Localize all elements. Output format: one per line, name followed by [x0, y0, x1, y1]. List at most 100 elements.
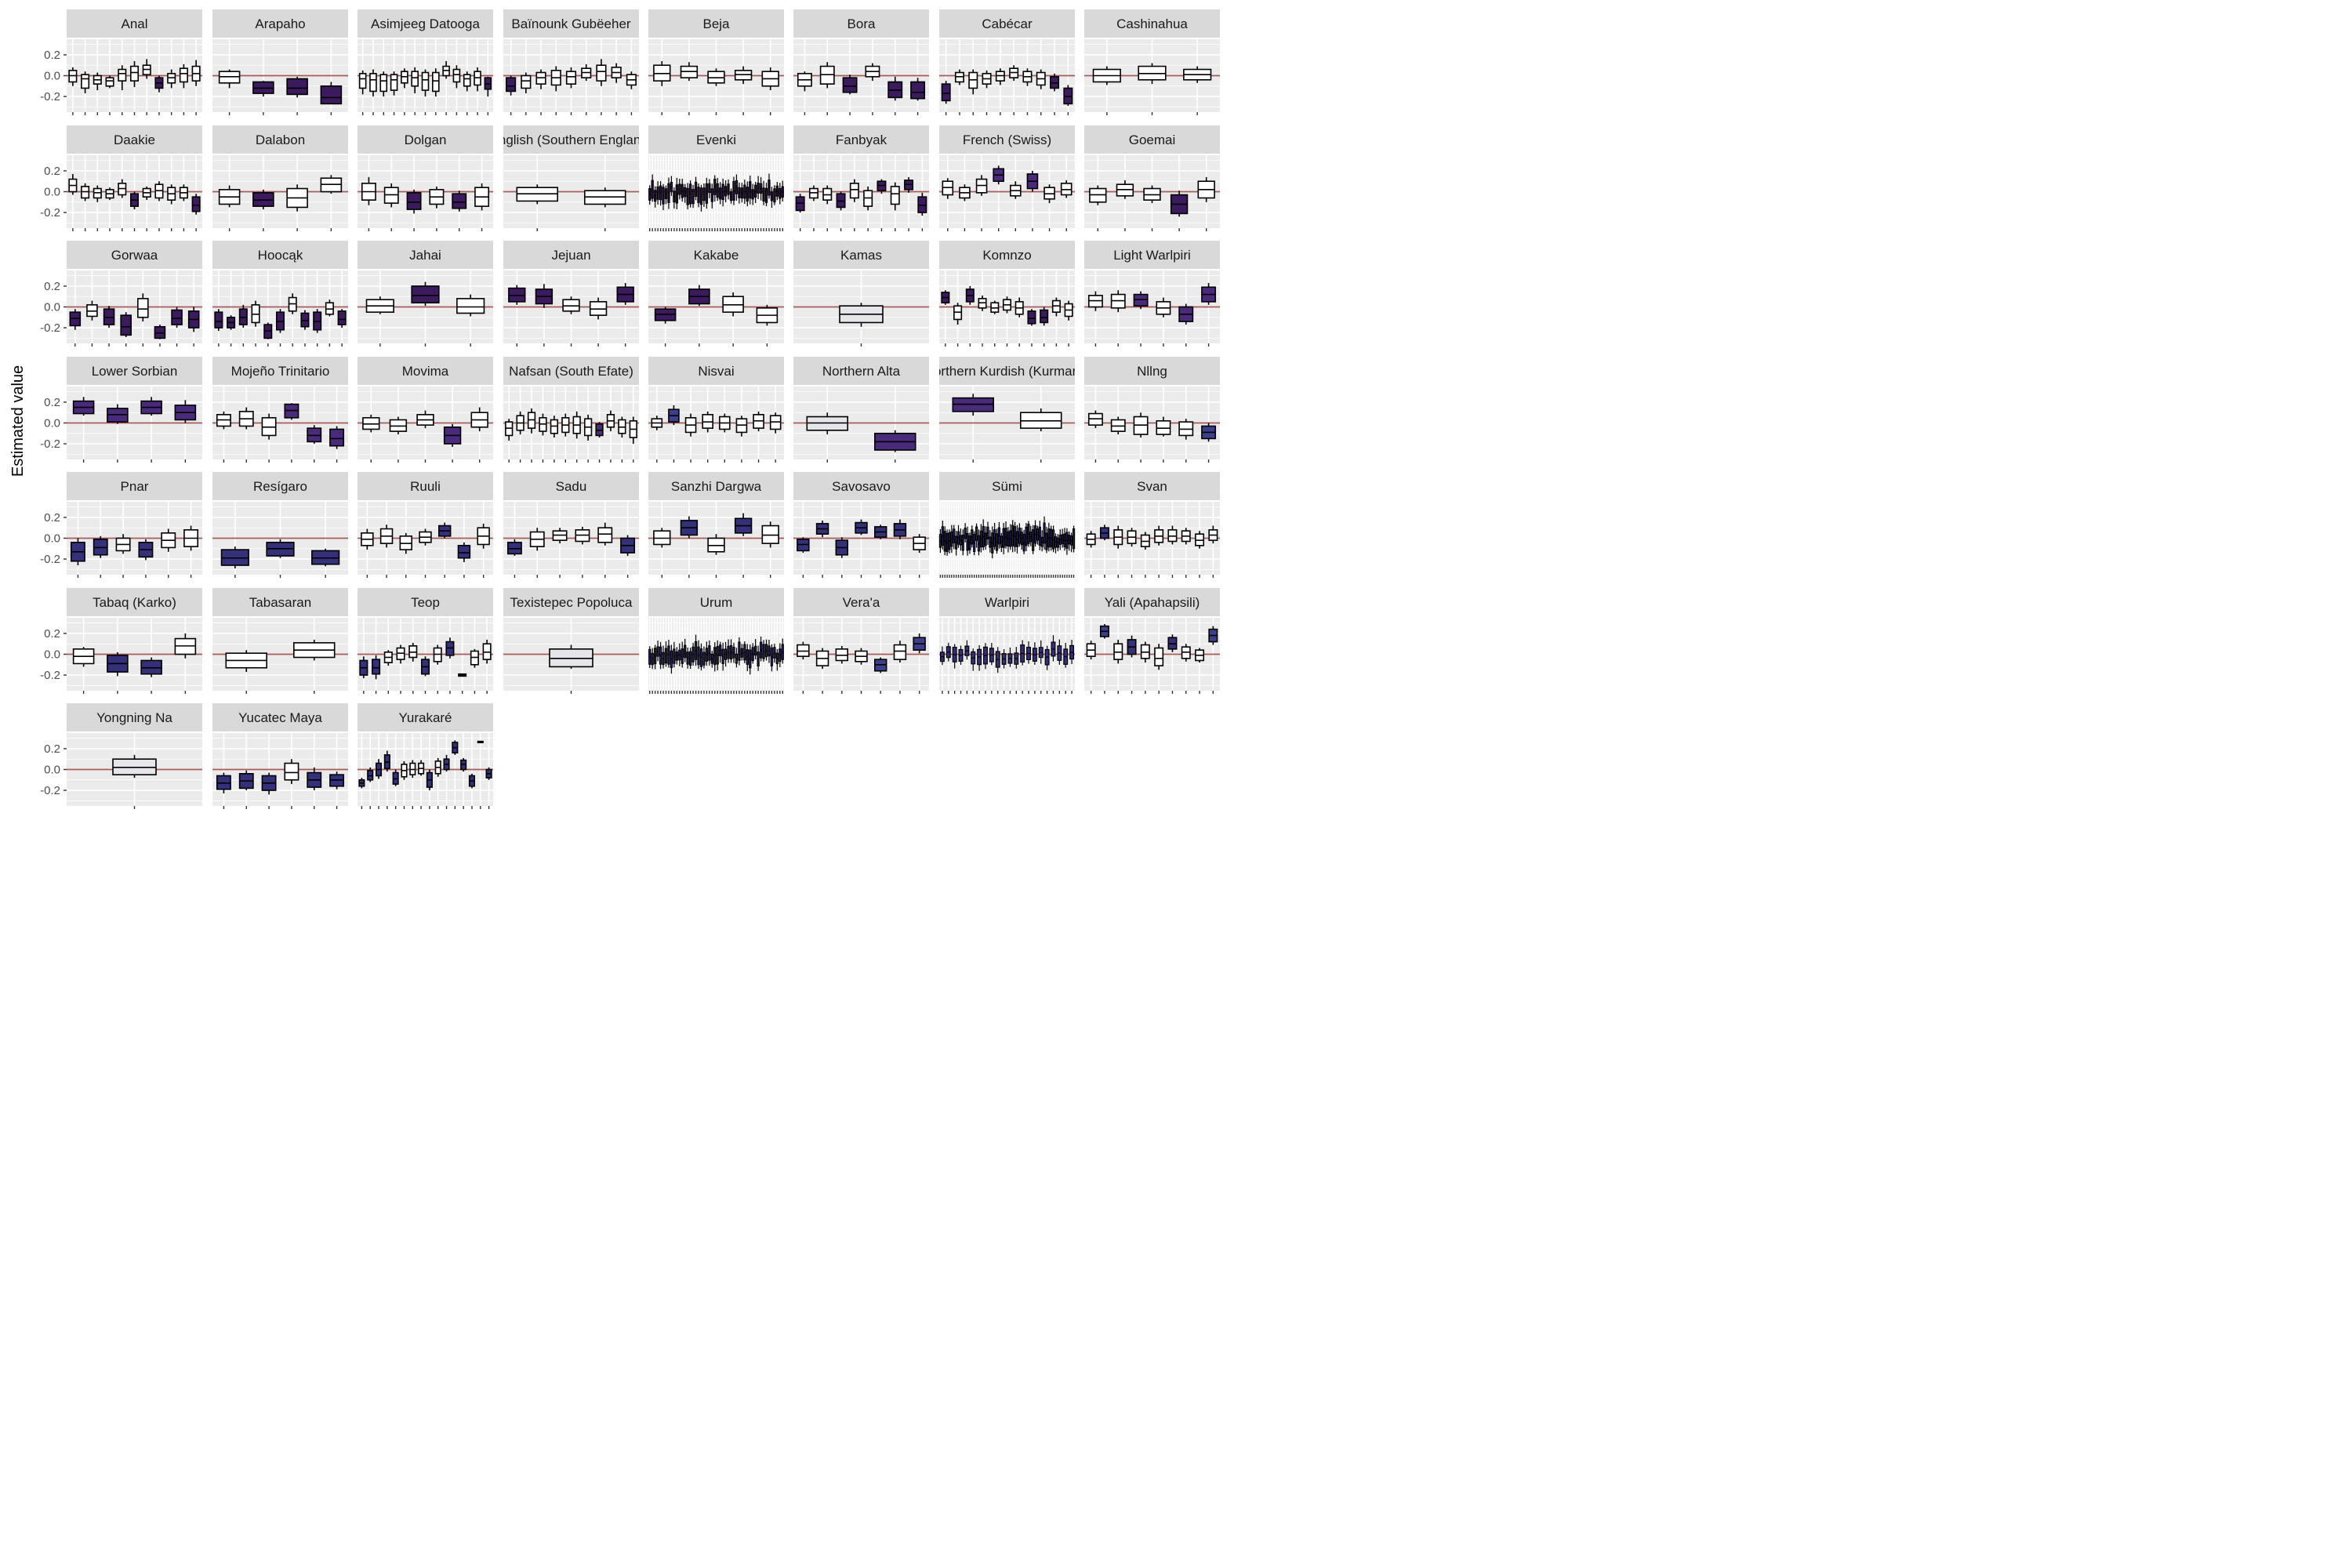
box-9 — [458, 673, 467, 677]
box-5 — [1197, 176, 1215, 202]
box-5 — [1010, 181, 1022, 199]
facet-panel-jejuan: Jejuan — [503, 241, 639, 347]
box-27 — [719, 182, 722, 205]
facet-strip — [503, 9, 639, 38]
facet-strip-label: Dolgan — [405, 132, 447, 147]
facet-panel-arapaho: Arapaho — [212, 9, 348, 115]
facet-strip — [67, 472, 202, 500]
y-tick-label: 0.0 — [44, 186, 60, 199]
box-2 — [93, 535, 108, 558]
box-1 — [69, 309, 82, 330]
box-7 — [142, 186, 151, 201]
box-54 — [1058, 529, 1062, 550]
box-1 — [797, 641, 810, 660]
facet-panel-english-southern-england: English (Southern England) — [503, 125, 639, 231]
facet-panel-yongning-na: Yongning Na 0.2 0.0 -0.2 — [40, 703, 202, 809]
facet-strip-label: Fanbyak — [836, 132, 887, 147]
box-9 — [1195, 531, 1205, 549]
box-body — [337, 310, 347, 325]
facet-strip-label: Warlpiri — [985, 595, 1029, 610]
box-9 — [313, 309, 322, 333]
facet-panel-gorwaa: Gorwaa 0.2 0.0 -0.2 — [40, 241, 202, 347]
box-1 — [505, 419, 514, 441]
box-12 — [629, 416, 637, 445]
facet-panel-yali-apahapsili: Yali (Apahapsili) — [1084, 588, 1220, 694]
box-1 — [361, 176, 376, 205]
facet-panel-dalabon: Dalabon — [212, 125, 348, 231]
box-body — [842, 77, 858, 93]
box-body — [411, 285, 440, 303]
box-2 — [535, 284, 554, 308]
box-body — [597, 527, 613, 543]
box-body — [910, 81, 926, 100]
box-4 — [284, 759, 299, 785]
facet-panel-s-mi: Sümi — [938, 472, 1076, 578]
box-10 — [959, 528, 962, 551]
box-52 — [1054, 533, 1058, 554]
box-1 — [648, 185, 652, 205]
box-23 — [708, 179, 711, 198]
box-5 — [597, 522, 613, 546]
facet-panel-res-garo: Resígaro — [212, 472, 348, 578]
facet-strip — [648, 9, 784, 38]
box-37 — [1020, 528, 1023, 550]
box-11 — [191, 194, 201, 215]
box-21 — [1063, 642, 1069, 668]
box-4 — [284, 403, 299, 420]
facet-panel-hooc-k: Hoocąk — [212, 241, 348, 347]
box-4 — [429, 186, 445, 209]
box-body — [1040, 309, 1049, 324]
box-6 — [329, 426, 345, 449]
box-7 — [753, 411, 764, 432]
box-body — [452, 193, 467, 209]
facet-strip — [1084, 588, 1220, 616]
box-11 — [961, 529, 964, 556]
box-6 — [1154, 525, 1164, 546]
box-40 — [1027, 521, 1030, 547]
box-22 — [1069, 640, 1075, 665]
box-12 — [1007, 647, 1013, 667]
box-2 — [668, 405, 680, 426]
facet-panel-savosavo: Savosavo — [793, 472, 929, 578]
box-12 — [452, 740, 459, 755]
box-2 — [238, 770, 254, 791]
box-6 — [1002, 296, 1012, 314]
facet-strip-label: Hoocąk — [258, 248, 303, 263]
box-5 — [948, 529, 951, 554]
box-1 — [653, 528, 671, 548]
facet-panels: Anal 0.2 0.0 -0.2 Arapaho Asimjeeg Datooga Baï… — [40, 9, 1220, 809]
facet-strip — [939, 125, 1075, 154]
box-27 — [997, 521, 1001, 549]
box-10 — [917, 192, 927, 216]
box-15 — [1026, 641, 1031, 664]
facet-strip-label: Kamas — [840, 248, 882, 263]
box-body — [358, 73, 367, 89]
box-14 — [968, 532, 971, 554]
box-29 — [1002, 522, 1005, 555]
box-19 — [979, 524, 982, 553]
box-body — [137, 298, 149, 318]
facet-panel-beja: Beja — [648, 9, 784, 115]
box-2 — [292, 639, 336, 661]
facet-panel-daakie: Daakie 0.2 0.0 -0.2 — [40, 125, 202, 231]
box-7 — [1044, 184, 1055, 204]
box-3 — [968, 69, 978, 95]
facet-panel-sanzhi-dargwa: Sanzhi Dargwa — [648, 472, 784, 578]
box-40 — [754, 181, 757, 203]
box-1 — [225, 650, 267, 673]
box-5 — [137, 293, 149, 322]
box-11 — [337, 309, 347, 328]
facet-strip — [793, 125, 929, 154]
box-3 — [286, 184, 308, 212]
box-14 — [684, 638, 687, 662]
facet-panel-french-swiss: French (Swiss) — [939, 125, 1075, 231]
box-9 — [989, 643, 994, 666]
box-5 — [1178, 303, 1194, 325]
box-18 — [694, 634, 698, 666]
facet-strip-label: Cabécar — [982, 16, 1033, 31]
box-41 — [1029, 525, 1033, 546]
box-4 — [993, 165, 1004, 185]
box-6 — [950, 524, 953, 554]
facet-strip — [1084, 241, 1220, 269]
box-10 — [179, 184, 188, 201]
